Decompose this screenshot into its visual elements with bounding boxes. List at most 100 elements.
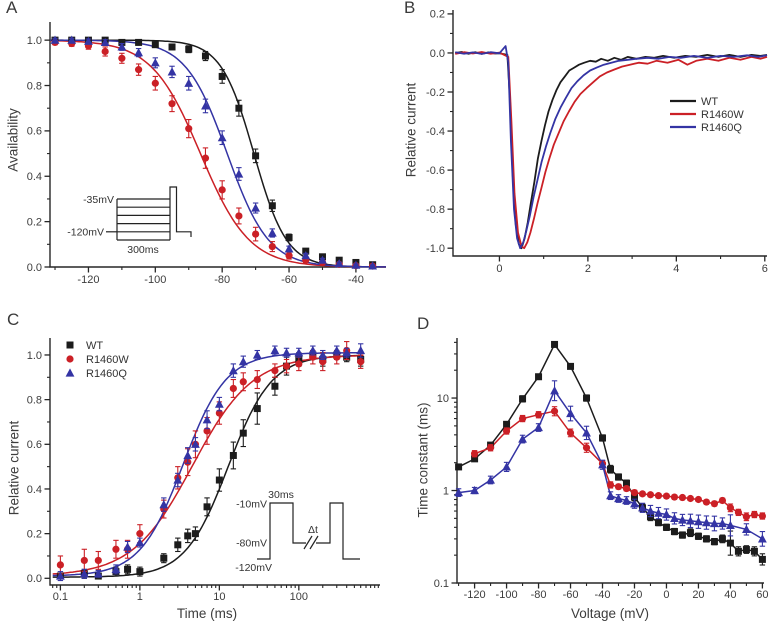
marker-triangle <box>678 515 687 524</box>
marker-triangle <box>710 518 719 528</box>
y-tick-label: 0.1 <box>434 578 449 590</box>
marker-circle <box>630 488 639 497</box>
marker-triangle <box>238 357 248 366</box>
marker-triangle <box>622 495 631 505</box>
fit-line-R1460W <box>52 354 364 575</box>
panel-b-ylabel: Relative current <box>403 82 419 178</box>
marker-circle <box>518 414 527 423</box>
marker-square <box>203 503 211 511</box>
marker-triangle <box>111 564 121 573</box>
marker-triangle <box>606 491 615 500</box>
marker-circle <box>694 495 703 504</box>
fit-line-WT <box>52 354 364 578</box>
x-tick-label: -120 <box>464 589 486 601</box>
marker-square <box>66 341 74 349</box>
y-tick-label: 0.2 <box>430 9 445 21</box>
panel-b-chart: 0 2 4 6 0.2 0.0 -0.2 -0.4 -0.6 -0.8 -1.0 WTR1460WR1… <box>426 9 768 275</box>
marker-triangle <box>201 101 210 110</box>
y-tick-label: 0.4 <box>27 484 42 496</box>
x-tick-label: 6 <box>762 263 768 275</box>
marker-triangle <box>308 345 318 355</box>
marker-circle <box>252 230 260 238</box>
panel-c-xlabel: Time (ms) <box>176 606 238 621</box>
marker-circle <box>606 481 615 489</box>
panel-c-label: C <box>7 310 20 329</box>
y-tick-label: -0.4 <box>426 126 445 138</box>
marker-circle <box>678 493 687 502</box>
marker-triangle <box>318 350 328 359</box>
marker-square <box>201 52 209 60</box>
marker-circle <box>550 407 559 415</box>
marker-triangle <box>228 366 238 375</box>
x-tick-label: -100 <box>496 589 518 601</box>
x-tick-label: -80 <box>214 274 230 286</box>
marker-circle <box>168 100 176 108</box>
marker-circle <box>185 125 193 133</box>
marker-triangle <box>301 251 311 260</box>
marker-circle <box>357 358 365 366</box>
marker-triangle <box>50 35 60 44</box>
series-line-WT <box>458 342 763 560</box>
series-R1460Q <box>50 35 378 270</box>
x-tick-label: 2 <box>585 263 591 275</box>
marker-square <box>686 529 694 537</box>
marker-triangle <box>614 493 623 503</box>
marker-triangle <box>252 350 262 359</box>
marker-circle <box>654 492 663 500</box>
marker-triangle <box>167 67 177 76</box>
x-tick-label: 1 <box>137 591 143 603</box>
axes: 0.1 1 10 100 0.0 0.2 0.4 0.6 0.8 1.0 <box>27 338 380 603</box>
marker-square <box>168 43 176 51</box>
marker-square <box>185 45 193 53</box>
marker-circle <box>295 360 303 368</box>
marker-triangle <box>150 58 160 67</box>
marker-circle <box>201 154 210 162</box>
y-tick-label: 0.8 <box>27 80 42 92</box>
marker-square <box>567 362 575 370</box>
marker-square <box>670 528 678 536</box>
y-tick-label: -0.2 <box>426 87 445 99</box>
marker-triangle <box>334 258 344 268</box>
panel-c: 0.1 1 10 100 0.0 0.2 0.4 0.6 0.8 1.0 WT R1460W R1460… <box>0 310 386 627</box>
inset-label-mid: -80mV <box>236 538 267 550</box>
series-R1460W <box>470 406 767 522</box>
legend-label-R1460W: R1460W <box>701 109 744 121</box>
series-WT <box>455 340 766 566</box>
x-tick-label: -40 <box>348 274 364 286</box>
marker-triangle <box>267 228 277 237</box>
inset-label-bottom: -120mV <box>235 562 272 574</box>
inset-label-duration: 300ms <box>127 244 159 256</box>
marker-circle <box>271 367 279 375</box>
marker-square <box>535 373 543 381</box>
marker-triangle <box>662 509 671 519</box>
marker-square <box>599 434 607 442</box>
series-WT <box>56 349 365 580</box>
y-tick-label: 0.4 <box>27 171 42 183</box>
marker-triangle <box>582 428 591 437</box>
marker-square <box>471 455 479 463</box>
marker-triangle <box>351 260 361 269</box>
marker-triangle <box>342 348 352 357</box>
legend-label-R1460Q: R1460Q <box>701 122 742 134</box>
marker-circle <box>502 427 511 435</box>
marker-triangle <box>134 48 143 57</box>
inset-label-top: -10mV <box>236 499 267 511</box>
marker-triangle <box>117 42 127 51</box>
series-R1460Q <box>55 343 366 582</box>
x-tick-label: 40 <box>724 589 736 601</box>
marker-square <box>174 541 182 549</box>
marker-triangle <box>518 434 527 443</box>
marker-triangle <box>84 36 93 45</box>
marker-square <box>455 463 463 471</box>
marker-circle <box>134 66 143 74</box>
marker-circle <box>566 429 575 437</box>
marker-square <box>151 41 159 49</box>
marker-triangle <box>356 345 366 355</box>
marker-triangle <box>726 520 735 529</box>
marker-square <box>694 532 702 540</box>
panel-d-xlabel: Voltage (mV) <box>570 606 650 621</box>
marker-circle <box>218 186 226 194</box>
y-tick-label: 10 <box>437 393 449 405</box>
axes: -120 -100 -80 -60 -40 0.0 0.2 0.4 0.6 0.8 1.0 <box>27 22 386 286</box>
marker-square <box>750 547 758 555</box>
